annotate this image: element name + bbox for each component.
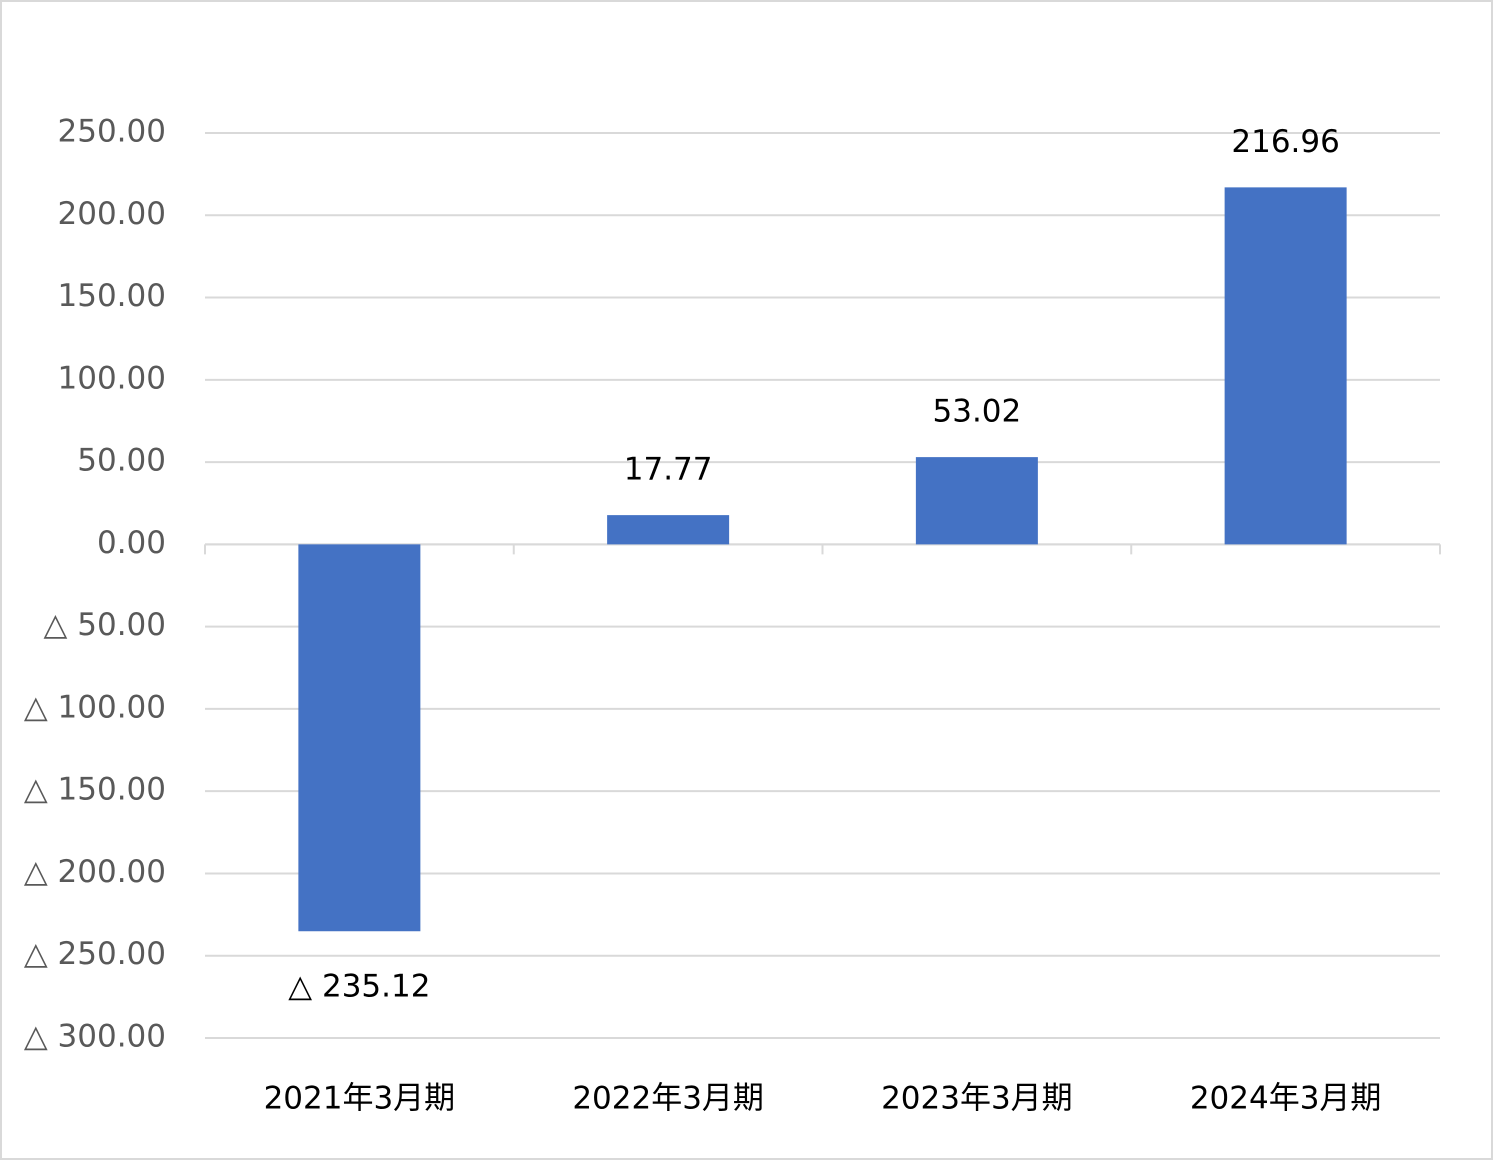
value-label: △ 235.12: [288, 969, 430, 1005]
y-tick-label: 150.00: [58, 278, 166, 314]
y-tick-label: △ 250.00: [24, 936, 166, 972]
bar: [1224, 187, 1347, 545]
y-tick-label: △ 50.00: [44, 607, 166, 643]
x-tick-label: 2022年3月期: [572, 1081, 764, 1117]
bar: [915, 457, 1038, 545]
x-tick-label: 2021年3月期: [264, 1081, 456, 1117]
y-tick-label: △ 150.00: [24, 772, 166, 808]
y-tick-label: △ 100.00: [24, 689, 166, 725]
x-tick-label: 2024年3月期: [1190, 1081, 1382, 1117]
y-tick-label: 0.00: [97, 525, 166, 561]
y-tick-label: △ 300.00: [24, 1019, 166, 1055]
value-label: 17.77: [624, 452, 713, 488]
y-tick-label: 100.00: [58, 360, 166, 396]
value-label: 53.02: [933, 394, 1022, 430]
bar: [607, 515, 730, 545]
bar: [298, 544, 421, 932]
y-tick-label: 250.00: [58, 114, 166, 150]
x-tick-label: 2023年3月期: [881, 1081, 1073, 1117]
y-tick-label: 200.00: [58, 196, 166, 232]
value-label: 216.96: [1231, 124, 1339, 160]
y-tick-label: △ 200.00: [24, 854, 166, 890]
y-tick-label: 50.00: [77, 443, 166, 479]
